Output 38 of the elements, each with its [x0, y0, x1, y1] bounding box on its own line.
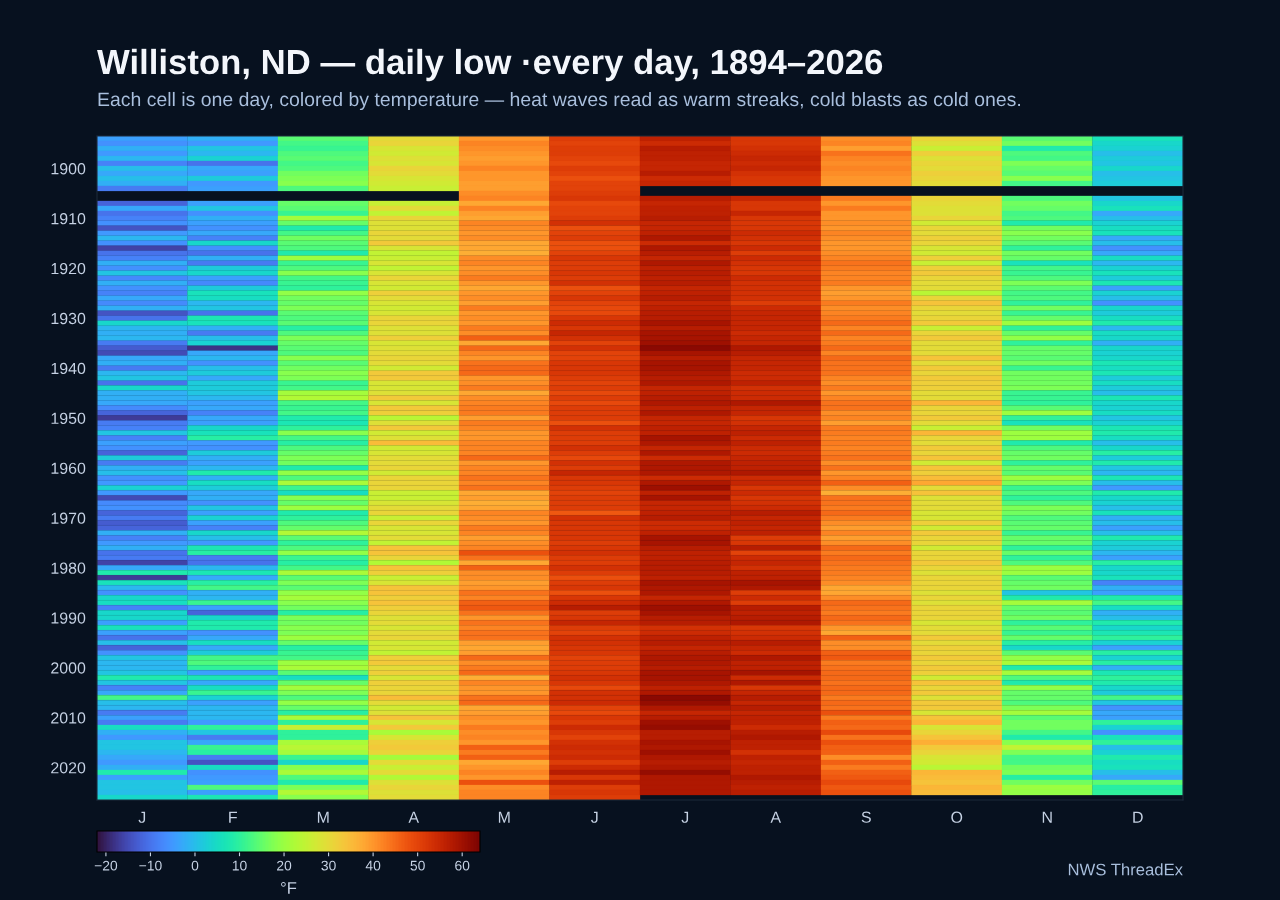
y-tick-label: 1950: [51, 412, 86, 425]
y-tick-label: 1990: [51, 612, 86, 624]
color-bar-label: 40: [365, 860, 381, 871]
y-tick-label: 1910: [51, 213, 86, 225]
y-tick-label: 2020: [51, 762, 86, 774]
y-tick-label: 1940: [51, 362, 86, 375]
color-bar-label: 30: [321, 860, 336, 871]
x-tick-label: M: [317, 811, 329, 823]
color-bar-label: 10: [232, 860, 247, 871]
chart-title: Williston, ND — daily low ·every day, 1894–2026: [97, 48, 883, 82]
x-tick-label: S: [861, 811, 871, 823]
y-tick-label: 2010: [51, 712, 86, 724]
y-tick-label: 1970: [51, 512, 86, 524]
color-bar-label: −10: [139, 860, 162, 871]
y-tick-label: 1980: [51, 562, 86, 574]
x-tick-label: J: [591, 811, 598, 823]
x-tick-label: N: [1042, 811, 1052, 823]
y-tick-label: 1900: [51, 163, 86, 175]
color-bar-label: 60: [455, 860, 470, 871]
x-tick-label: M: [498, 811, 510, 823]
color-bar-label: 50: [410, 860, 425, 871]
x-tick-label: D: [1133, 811, 1143, 823]
color-bar-title: °F: [281, 882, 297, 894]
color-bar-label: 0: [191, 860, 199, 871]
y-tick-label: 2000: [51, 662, 86, 674]
x-tick-label: F: [229, 811, 237, 823]
chart-subtitle: Each cell is one day, colored by temperature — heat waves read as warm streaks, cold blasts as cold ones.: [98, 91, 1021, 111]
y-tick-label: 1930: [51, 312, 86, 325]
y-tick-label: 1960: [51, 462, 86, 474]
x-tick-label: A: [770, 811, 782, 823]
y-tick-label: 1920: [51, 262, 86, 275]
color-bar-label: 20: [277, 860, 292, 871]
x-tick-label: J: [681, 811, 689, 823]
x-tick-label: J: [138, 811, 146, 823]
text: NWS ThreadEx: [1068, 863, 1183, 876]
color-bar-label: −20: [94, 860, 118, 871]
x-tick-label: O: [951, 811, 963, 823]
x-tick-label: A: [408, 811, 420, 823]
